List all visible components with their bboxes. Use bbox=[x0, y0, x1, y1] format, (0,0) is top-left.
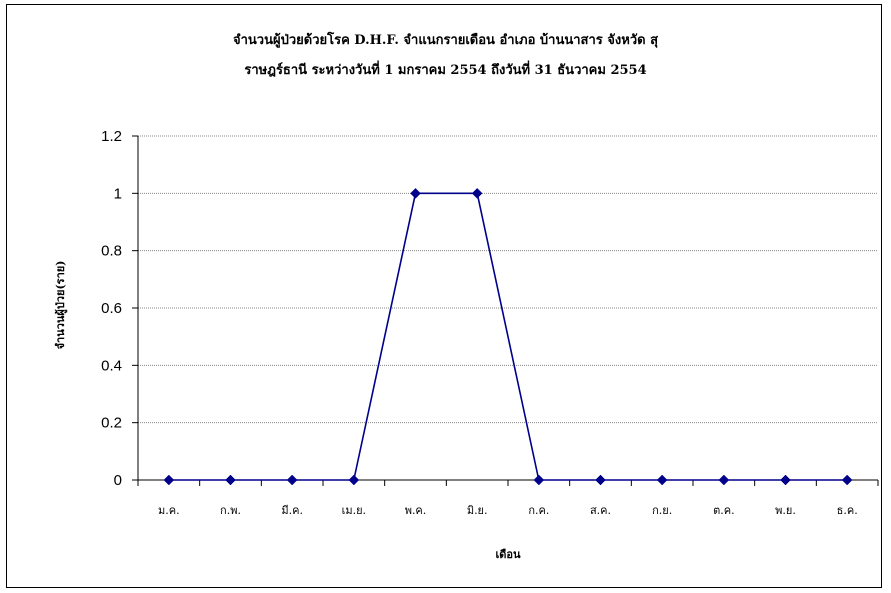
x-tick-label: ต.ค. bbox=[713, 504, 735, 517]
data-point-marker bbox=[656, 474, 668, 486]
y-tick-label: 1 bbox=[114, 185, 122, 202]
data-point-marker bbox=[533, 474, 545, 486]
data-point-marker bbox=[163, 474, 175, 486]
y-tick-labels: 0 0.2 0.4 0.6 0.8 1 1.2 bbox=[101, 128, 122, 489]
axes bbox=[132, 135, 879, 486]
series-line bbox=[168, 192, 848, 481]
x-tick-label: ธ.ค. bbox=[837, 504, 858, 517]
x-tick-label: ก.ย. bbox=[652, 504, 672, 517]
data-point-marker bbox=[595, 474, 606, 486]
data-point-marker bbox=[841, 474, 853, 486]
x-tick-label: เม.ย. bbox=[342, 504, 366, 517]
series bbox=[163, 187, 853, 486]
data-point-marker bbox=[718, 474, 730, 486]
y-tick-label: 0.2 bbox=[101, 415, 122, 432]
y-tick-label: 0 bbox=[114, 472, 122, 489]
x-tick-label: มี.ค. bbox=[281, 504, 303, 517]
x-tick-label: ส.ค. bbox=[590, 504, 611, 517]
chart-frame bbox=[6, 4, 882, 588]
y-axis-label: จำนวนผู้ป่วย(ราย) bbox=[54, 261, 68, 350]
gridlines bbox=[138, 135, 878, 424]
y-tick-label: 0.4 bbox=[101, 357, 122, 374]
x-tick-label: ก.พ. bbox=[220, 504, 241, 517]
x-tick-label: มิ.ย. bbox=[467, 504, 488, 517]
x-axis-label: เดือน bbox=[495, 548, 521, 561]
y-tick-label: 1.2 bbox=[101, 128, 122, 145]
y-tick-label: 0.8 bbox=[101, 243, 122, 260]
chart-title: จำนวนผู้ป่วยด้วยโรค D.H.F. จำแนกรายเดือน… bbox=[232, 33, 659, 48]
x-tick-label: ม.ค. bbox=[158, 504, 180, 517]
x-tick-labels: ม.ค. ก.พ. มี.ค. เม.ย. พ.ค. มิ.ย. ก.ค. ส.ค. ก.ย. ต… bbox=[158, 504, 858, 517]
data-point-marker bbox=[225, 474, 236, 486]
chart-subtitle: ราษฎร์ธานี ระหว่างวันที่ 1 มกราคม 2554 ถ… bbox=[244, 63, 647, 78]
x-tick-label: พ.ค. bbox=[405, 504, 427, 517]
data-point-marker bbox=[286, 474, 298, 486]
data-point-marker bbox=[780, 474, 791, 486]
data-point-marker bbox=[348, 474, 360, 486]
data-point-marker bbox=[471, 187, 483, 199]
y-tick-label: 0.6 bbox=[101, 300, 122, 317]
data-point-marker bbox=[410, 187, 421, 199]
x-tick-label: ก.ค. bbox=[528, 504, 549, 517]
x-tick-label: พ.ย. bbox=[775, 504, 796, 517]
